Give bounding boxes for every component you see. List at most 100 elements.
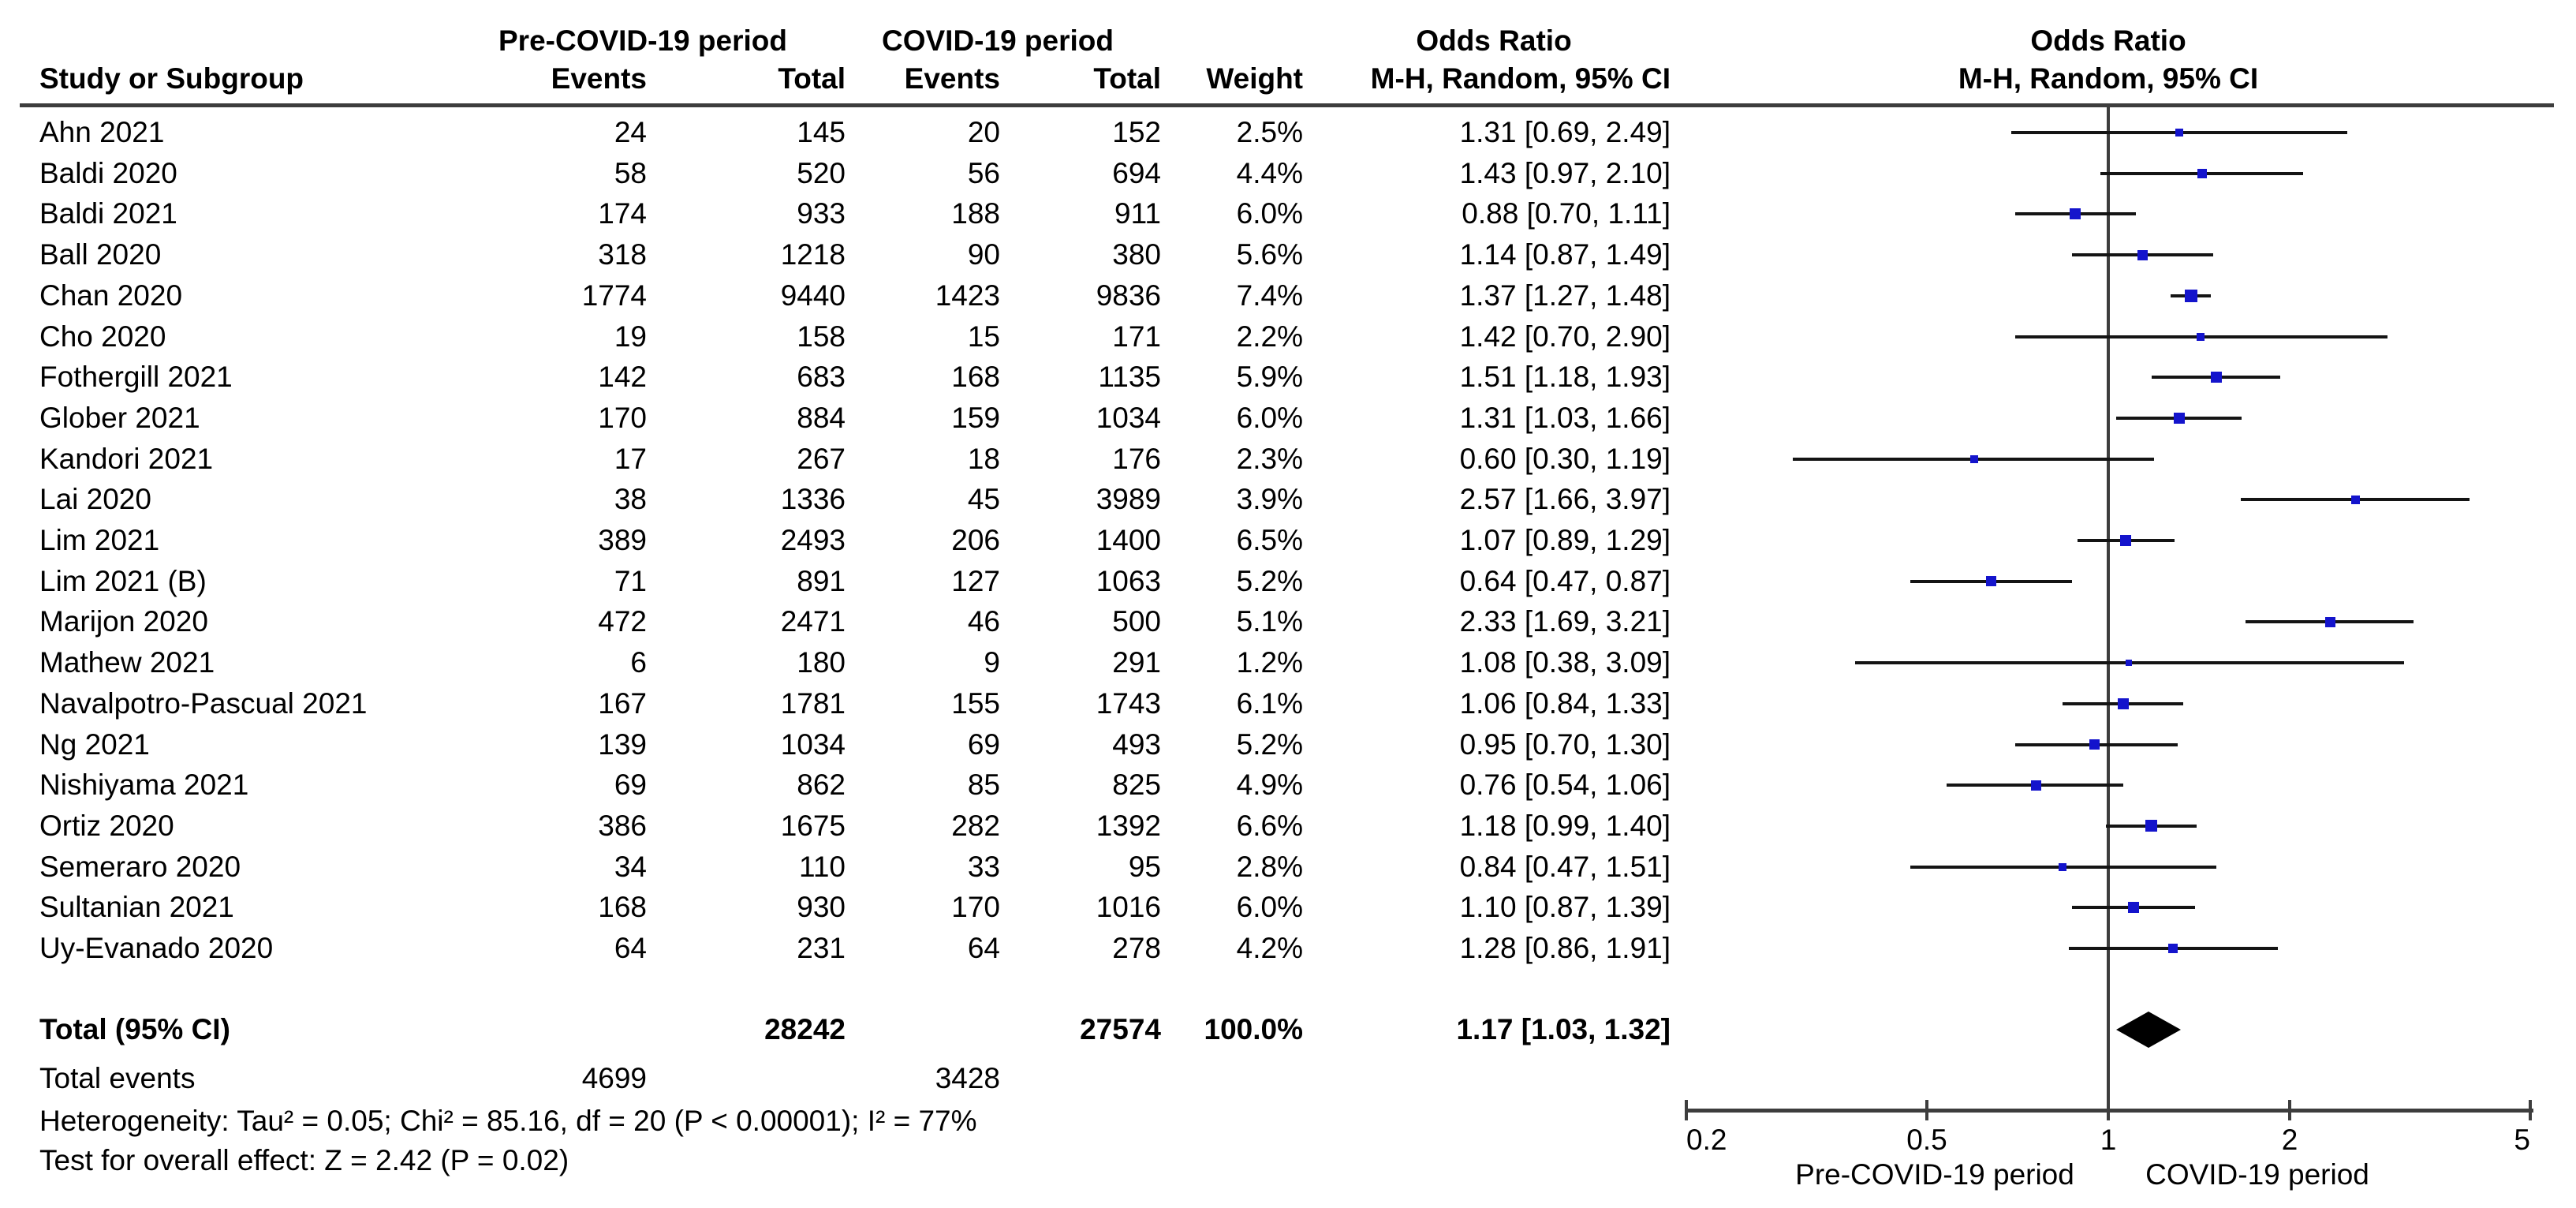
ci-text-value: 1.42 [0.70, 2.90] [1459,320,1671,353]
or-point-marker [2137,250,2148,260]
pre-total-value: 683 [797,361,846,393]
covid-total-value: 380 [1112,238,1161,271]
axis-tick [1685,1100,1688,1120]
ci-text-value: 1.28 [0.86, 1.91] [1459,932,1671,964]
pre-total-value: 1675 [780,810,846,842]
pre-events-value: 6 [630,646,647,679]
ci-text-value: 0.76 [0.54, 1.06] [1459,769,1671,801]
favours-right-label: COVID-19 period [2145,1158,2369,1191]
axis-tick-label: 1 [2100,1124,2117,1156]
pre-events-value: 64 [614,932,647,964]
total-events-covid: 3428 [935,1062,1000,1094]
pre-events-value: 34 [614,851,647,883]
pre-events-value: 168 [598,891,647,923]
pre-events-value: 24 [614,116,647,148]
study-name: Baldi 2021 [39,197,177,230]
ci-text-value: 1.14 [0.87, 1.49] [1459,238,1671,271]
covid-total-value: 911 [1114,197,1161,230]
pre-events-header: Events [551,62,647,95]
total-pre-n: 28242 [764,1013,846,1045]
covid-total-value: 493 [1112,728,1161,761]
or-point-marker [1970,455,1978,463]
total-events-pre: 4699 [581,1062,647,1094]
covid-total-value: 500 [1112,605,1161,638]
pre-total-value: 884 [797,402,846,434]
covid-events-value: 206 [951,524,1000,556]
covid-events-value: 15 [967,320,1000,353]
axis-tick-label: 5 [2514,1124,2530,1156]
covid-events-value: 1423 [935,279,1000,312]
or-point-marker [2089,739,2100,750]
pre-total-value: 231 [797,932,846,964]
covid-events-value: 188 [951,197,1000,230]
weight-value: 4.4% [1236,157,1303,189]
covid-events-value: 33 [967,851,1000,883]
ci-text-value: 0.64 [0.47, 0.87] [1459,565,1671,597]
pre-total-value: 1781 [780,687,846,720]
covid-events-value: 69 [967,728,1000,761]
pre-total-value: 520 [797,157,846,189]
or-point-marker [2118,698,2129,709]
ci-text-value: 0.95 [0.70, 1.30] [1459,728,1671,761]
ci-text-value: 0.60 [0.30, 1.19] [1459,443,1671,475]
ci-text-value: 1.08 [0.38, 3.09] [1459,646,1671,679]
ci-text-value: 2.33 [1.69, 3.21] [1459,605,1671,638]
pre-total-value: 158 [797,320,846,353]
axis-tick [2529,1100,2532,1120]
favours-left-label: Pre-COVID-19 period [1795,1158,2074,1191]
covid-total-value: 278 [1112,932,1161,964]
covid-total-value: 694 [1112,157,1161,189]
covid-total-value: 176 [1112,443,1161,475]
pre-events-value: 139 [598,728,647,761]
pre-total-value: 2471 [780,605,846,638]
study-name: Baldi 2020 [39,157,177,189]
pre-events-value: 71 [614,565,647,597]
or-point-marker [2168,944,2178,953]
or-point-marker [2351,496,2360,504]
weight-value: 6.0% [1236,891,1303,923]
header-separator-rule [20,103,2554,107]
pre-total-value: 9440 [780,279,846,312]
weight-value: 6.0% [1236,402,1303,434]
covid-events-value: 64 [967,932,1000,964]
covid-total-value: 1016 [1096,891,1161,923]
ci-text-value: 2.57 [1.66, 3.97] [1459,483,1671,515]
weight-value: 6.0% [1236,197,1303,230]
pre-total-value: 180 [797,646,846,679]
ci-text-value: 1.37 [1.27, 1.48] [1459,279,1671,312]
covid-total-value: 291 [1112,646,1161,679]
study-name: Fothergill 2021 [39,361,233,393]
axis-tick-label: 0.5 [1906,1124,1947,1156]
study-name: Lim 2021 (B) [39,565,207,597]
pre-events-value: 69 [614,769,647,801]
pre-events-value: 170 [598,402,647,434]
study-name: Cho 2020 [39,320,166,353]
study-name: Glober 2021 [39,402,200,434]
weight-value: 1.2% [1236,646,1303,679]
or-point-marker [2120,535,2131,546]
covid-events-value: 56 [967,157,1000,189]
covid-total-value: 1400 [1096,524,1161,556]
or-point-marker [2185,290,2197,302]
pre-total-value: 110 [799,851,846,883]
covid-total-value: 825 [1112,769,1161,801]
covid-events-header: Events [904,62,1000,95]
covid-total-value: 152 [1112,116,1161,148]
pre-events-value: 1774 [581,279,647,312]
total-ci-text: 1.17 [1.03, 1.32] [1456,1013,1671,1045]
study-name: Ng 2021 [39,728,150,761]
covid-events-value: 18 [967,443,1000,475]
covid-events-value: 159 [951,402,1000,434]
weight-value: 2.8% [1236,851,1303,883]
axis-tick [2107,1100,2110,1120]
pre-events-value: 174 [598,197,647,230]
group-header-covid: COVID-19 period [882,24,1114,57]
weight-value: 6.1% [1236,687,1303,720]
pre-events-value: 167 [598,687,647,720]
covid-events-value: 46 [967,605,1000,638]
study-name: Ball 2020 [39,238,162,271]
ci-text-value: 1.18 [0.99, 1.40] [1459,810,1671,842]
or-point-marker [2145,820,2157,832]
axis-tick-label: 2 [2281,1124,2298,1156]
or-point-marker [2128,902,2139,913]
